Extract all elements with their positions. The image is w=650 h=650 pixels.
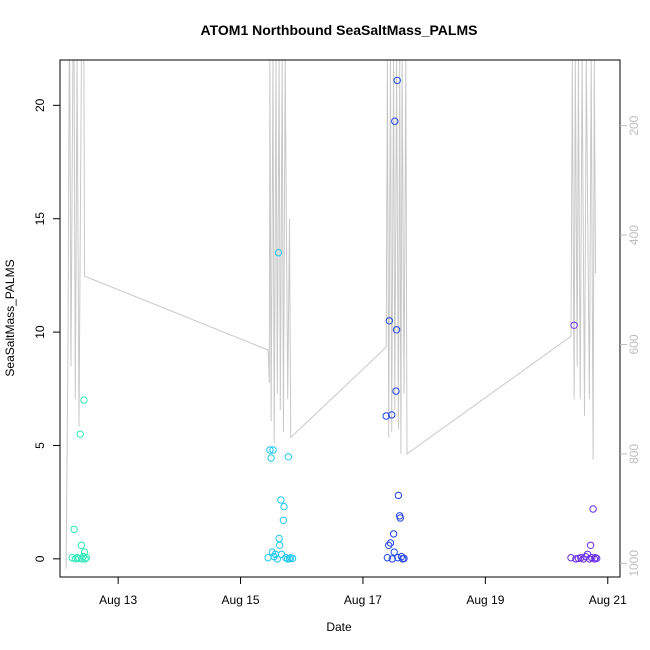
y2-tick-label: 200 xyxy=(627,115,641,135)
data-point-s2-p8 xyxy=(390,548,398,556)
data-point-s1-p9 xyxy=(275,534,283,543)
data-point-s3-p1 xyxy=(570,321,578,329)
data-point-s1-p20 xyxy=(288,554,297,563)
y2-tick-label: 600 xyxy=(627,334,641,354)
y2-axis-altitude: 200 400 600 800 1000 xyxy=(620,115,641,577)
data-point-s2-p14 xyxy=(394,491,403,500)
data-point-s1-p0 xyxy=(264,554,272,562)
altitude-line xyxy=(65,59,596,569)
data-point-s0-p5 xyxy=(76,430,84,438)
data-point-s2-p6 xyxy=(388,555,396,563)
y2-tick-label: 1000 xyxy=(627,550,641,577)
data-point-s1-p8 xyxy=(274,249,283,257)
data-point-s0-p6 xyxy=(77,541,86,549)
data-point-s3-p0 xyxy=(567,554,575,562)
data-point-s0-p12 xyxy=(82,554,91,562)
x-tick-label: Aug 21 xyxy=(589,593,627,607)
altitude-trace-layer xyxy=(65,59,596,569)
data-point-s1-p11 xyxy=(277,496,285,504)
y2-tick-label: 800 xyxy=(627,444,641,464)
y-tick-label: 10 xyxy=(33,325,47,339)
data-point-s2-p5 xyxy=(388,411,396,419)
data-point-s1-p10 xyxy=(276,541,284,549)
data-point-s2-p3 xyxy=(385,317,393,325)
y-axis-label: SeaSaltMass_PALMS xyxy=(3,259,17,376)
data-point-s0-p11 xyxy=(81,555,89,563)
x-tick-label: Aug 13 xyxy=(99,593,137,607)
x-tick-label: Aug 19 xyxy=(466,593,504,607)
data-point-s1-p1 xyxy=(266,446,274,454)
data-point-s3-p11 xyxy=(589,505,597,513)
y-tick-label: 5 xyxy=(33,442,47,449)
x-tick-label: Aug 17 xyxy=(344,593,382,607)
data-point-s1-p12 xyxy=(277,550,286,558)
y2-tick-label: 400 xyxy=(627,225,641,245)
data-point-s3-p9 xyxy=(586,541,595,549)
data-point-s0-p9 xyxy=(80,396,88,404)
y-axis: 0 5 10 15 20 xyxy=(33,98,60,562)
data-point-s1-p13 xyxy=(279,516,288,524)
y-tick-label: 0 xyxy=(33,555,47,562)
data-point-s1-p18 xyxy=(285,555,294,563)
data-point-s1-p7 xyxy=(273,555,281,563)
x-axis-label: Date xyxy=(326,620,352,634)
data-point-s3-p13 xyxy=(591,554,600,562)
data-point-s2-p10 xyxy=(392,387,400,395)
x-axis: Aug 13 Aug 15 Aug 17 Aug 19 Aug 21 xyxy=(99,577,627,607)
y-tick-label: 20 xyxy=(33,98,47,112)
data-point-s2-p11 xyxy=(392,326,401,334)
data-point-s3-p14 xyxy=(593,554,601,563)
data-point-s2-p16 xyxy=(396,514,404,522)
data-point-s2-p4 xyxy=(386,539,395,547)
data-point-s1-p2 xyxy=(267,454,275,462)
plot-frame xyxy=(59,59,621,578)
data-point-s2-p7 xyxy=(389,530,398,538)
scatter-points-layer xyxy=(68,76,601,563)
x-tick-label: Aug 15 xyxy=(222,593,260,607)
data-point-s2-p9 xyxy=(391,117,399,125)
data-point-s1-p17 xyxy=(284,453,292,461)
data-point-s2-p2 xyxy=(385,541,393,549)
y-tick-label: 15 xyxy=(33,212,47,226)
chart-title: ATOM1 Northbound SeaSaltMass_PALMS xyxy=(201,22,478,38)
data-point-s2-p19 xyxy=(400,554,408,563)
data-point-s1-p4 xyxy=(269,446,277,454)
data-point-s2-p12 xyxy=(393,76,401,85)
data-point-s2-p1 xyxy=(383,554,392,562)
data-point-s2-p0 xyxy=(382,412,390,420)
data-point-s1-p14 xyxy=(280,503,288,511)
data-point-s0-p1 xyxy=(70,525,78,534)
